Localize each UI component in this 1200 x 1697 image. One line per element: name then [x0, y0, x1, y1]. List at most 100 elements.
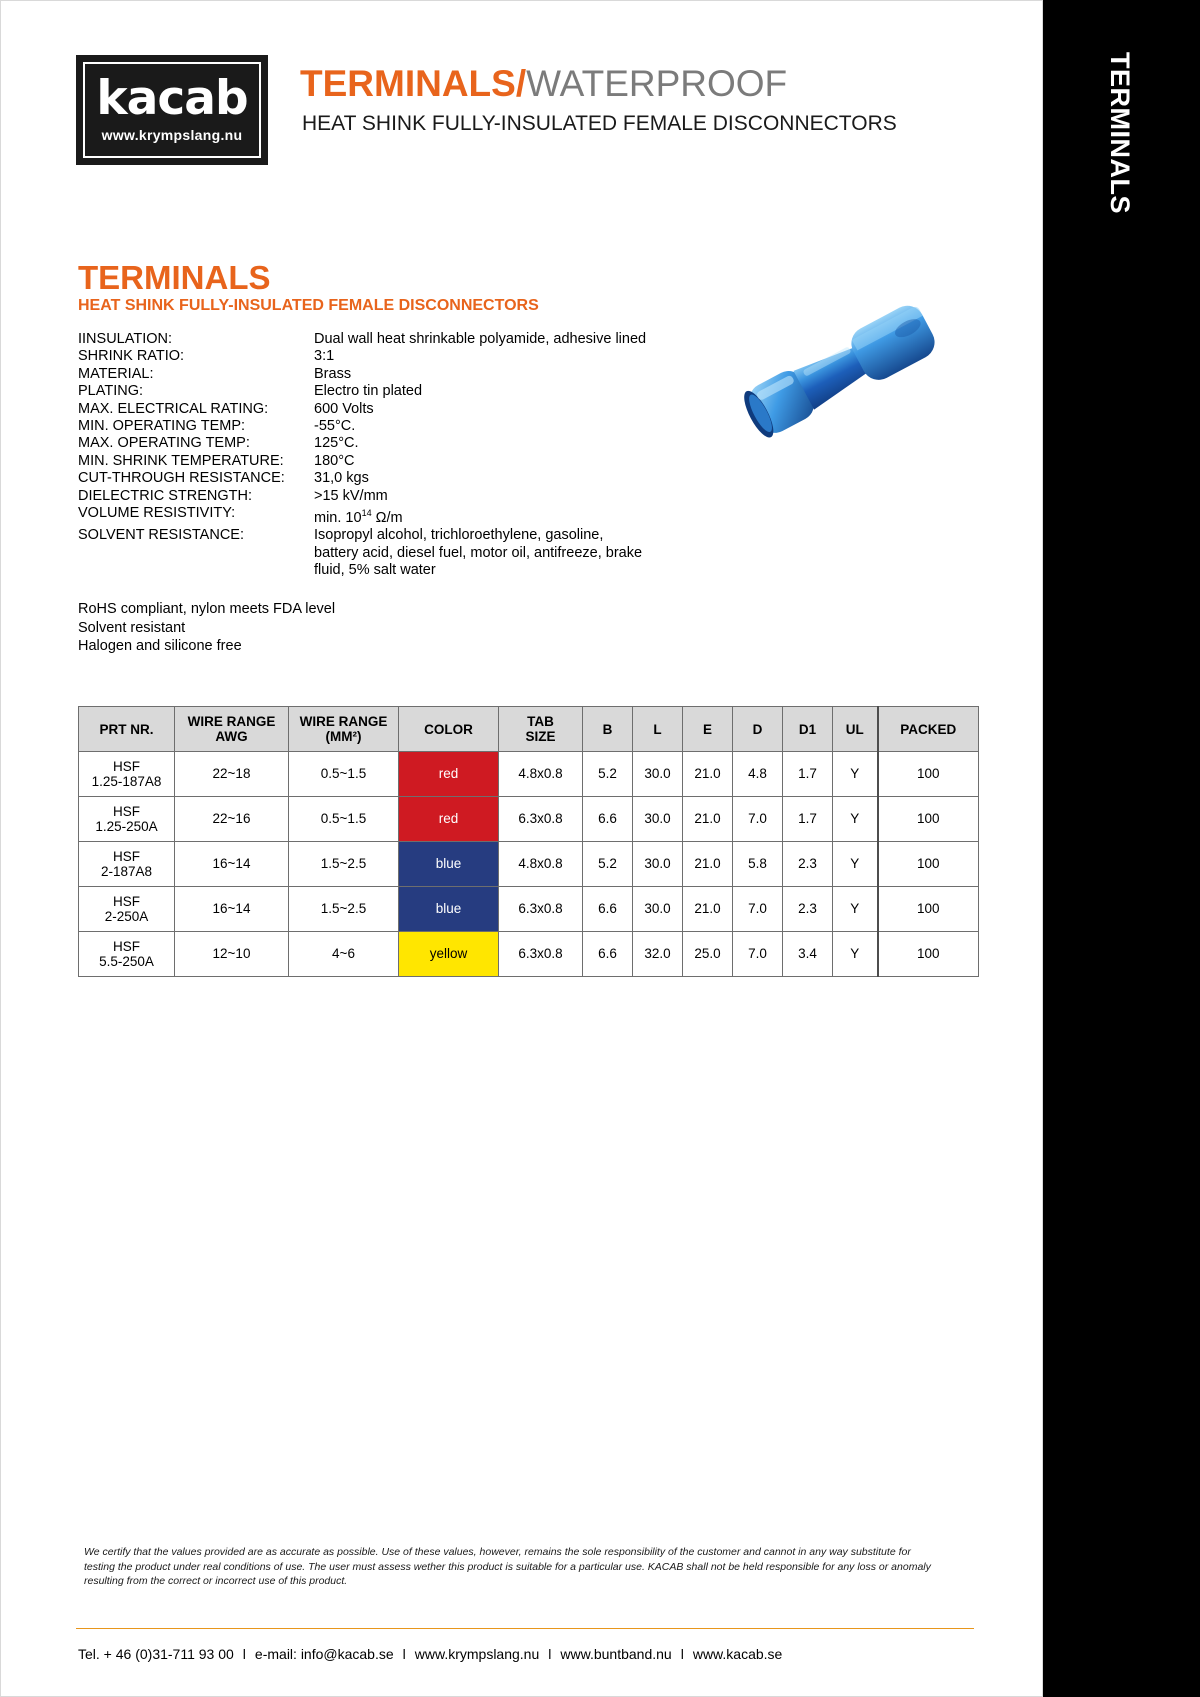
cell-d: 7.0 [732, 931, 783, 977]
header-line-1: PACKED [900, 721, 957, 737]
prt-line-1: HSF [113, 848, 140, 864]
cell-mm2: 0.5~1.5 [288, 751, 399, 797]
header-tab-size: TAB SIZE [498, 706, 583, 752]
spec-row: IINSULATION: Dual wall heat shrinkable po… [78, 331, 646, 348]
footer-separator: l [402, 1646, 406, 1662]
cell-b: 5.2 [582, 751, 633, 797]
footer-separator: l [242, 1646, 246, 1662]
footer-site-buntband[interactable]: www.buntband.nu [560, 1646, 672, 1662]
footer-site-kacab[interactable]: www.kacab.se [692, 1646, 783, 1662]
header-line-1: L [653, 721, 662, 737]
prt-line-2: 5.5-250A [99, 954, 154, 969]
prt-line-2: 1.25-250A [95, 819, 158, 834]
cell-ul: Y [832, 886, 878, 932]
table-row: HSF 5.5-250A 12~10 4~6 yellow 6.3x0.8 6.6… [78, 931, 979, 977]
cell-awg: 22~18 [174, 751, 289, 797]
spec-row: CUT-THROUGH RESISTANCE: 31,0 kgs [78, 470, 646, 487]
cell-prt-nr: HSF 5.5-250A [78, 931, 175, 977]
page-title-secondary: WATERPROOF [526, 63, 788, 104]
cell-mm2: 1.5~2.5 [288, 841, 399, 887]
cell-mm2: 0.5~1.5 [288, 796, 399, 842]
product-image-female-disconnector [744, 305, 935, 438]
header-line-1: COLOR [424, 721, 473, 737]
prt-line-1: HSF [113, 803, 140, 819]
spec-value-exponent: 14 [361, 508, 372, 519]
cell-e: 21.0 [682, 841, 733, 887]
table-header-row: PRT NR. WIRE RANGE AWG WIRE RANGE (MM²) CO… [78, 706, 979, 752]
header-line-1: E [702, 721, 712, 737]
cell-color: yellow [398, 931, 499, 977]
cell-awg: 12~10 [174, 931, 289, 977]
cell-prt-nr: HSF 1.25-187A8 [78, 751, 175, 797]
header-line-2: (MM²) [325, 729, 362, 744]
note-rohs: RoHS compliant, nylon meets FDA level [78, 601, 336, 617]
spec-key: MAX. OPERATING TEMP: [78, 435, 250, 452]
spec-key: MAX. ELECTRICAL RATING: [78, 400, 269, 417]
section-title: TERMINALS [78, 259, 271, 296]
cell-mm2: 1.5~2.5 [288, 886, 399, 932]
spec-row-volume-resistivity: VOLUME RESISTIVITY: min. 1014 Ω/m [78, 505, 646, 527]
cell-tab-size: 4.8x0.8 [498, 841, 583, 887]
cell-color: blue [398, 841, 499, 887]
disclaimer-line-3: resulting from the correct or incorrect … [84, 1575, 348, 1587]
footer-site-krympslang[interactable]: www.krympslang.nu [414, 1646, 540, 1662]
cell-awg: 22~16 [174, 796, 289, 842]
table-row: HSF 1.25-187A8 22~18 0.5~1.5 red 4.8x0.8 … [78, 751, 979, 797]
spec-row: MAX. OPERATING TEMP: 125°C. [78, 435, 646, 452]
cell-ul: Y [832, 796, 878, 842]
table-row: HSF 2-250A 16~14 1.5~2.5 blue 6.3x0.8 6.6… [78, 886, 979, 932]
spec-value-prefix: min. 10 [314, 509, 362, 526]
header-line-1: UL [845, 721, 864, 737]
spec-value: 180°C [314, 452, 355, 469]
cell-prt-nr: HSF 2-187A8 [78, 841, 175, 887]
cell-tab-size: 4.8x0.8 [498, 751, 583, 797]
spec-row: MIN. OPERATING TEMP: -55°C. [78, 418, 646, 435]
spec-value: Electro tin plated [314, 383, 423, 400]
footer-contact-bar: Tel. + 46 (0)31-711 93 00 l e-mail: info@k… [78, 1646, 782, 1662]
spec-key: DIELECTRIC STRENGTH: [78, 487, 253, 504]
cell-tab-size: 6.3x0.8 [498, 931, 583, 977]
header-packed: PACKED [876, 706, 979, 752]
logo-wordmark: kacab [96, 71, 248, 127]
spec-value: min. 1014 Ω/m [314, 505, 646, 527]
spec-value: Brass [314, 365, 352, 382]
page-title-main: TERMINALS [300, 63, 516, 104]
spec-key: VOLUME RESISTIVITY: [78, 505, 236, 522]
prt-line-2: 1.25-187A8 [91, 774, 162, 789]
spec-value: -55°C. [314, 418, 356, 435]
prt-line-1: HSF [113, 758, 140, 774]
spec-key: PLATING: [78, 383, 143, 400]
cell-packed: 100 [876, 841, 979, 887]
prt-line-2: 2-250A [104, 909, 149, 924]
cell-e: 21.0 [682, 751, 733, 797]
cell-d: 7.0 [732, 796, 783, 842]
cell-b: 5.2 [582, 841, 633, 887]
cell-prt-nr: HSF 1.25-250A [78, 796, 175, 842]
spec-row-solvent-resistance: SOLVENT RESISTANCE: Isopropyl alcohol, tr… [78, 527, 646, 544]
header-color: COLOR [398, 706, 499, 752]
cell-tab-size: 6.3x0.8 [498, 796, 583, 842]
cell-color: red [398, 751, 499, 797]
header-prt-nr: PRT NR. [78, 706, 175, 752]
logo-inner-frame: kacab www.krympslang.nu [83, 62, 261, 158]
spec-value: >15 kV/mm [314, 487, 388, 504]
compliance-notes: RoHS compliant, nylon meets FDA level So… [78, 600, 335, 656]
header-line-1: D [752, 721, 763, 737]
header-line-1: D1 [798, 721, 817, 737]
cell-d1: 1.7 [782, 751, 833, 797]
header-line-2: AWG [215, 729, 248, 744]
cell-packed: 100 [876, 931, 979, 977]
spec-key: SHRINK RATIO: [78, 348, 185, 365]
spec-row: PLATING: Electro tin plated [78, 383, 646, 400]
cell-d1: 1.7 [782, 796, 833, 842]
cell-packed: 100 [876, 796, 979, 842]
spec-key: CUT-THROUGH RESISTANCE: [78, 470, 285, 487]
footer-separator: l [680, 1646, 684, 1662]
solvent-line-3: fluid, 5% salt water [314, 562, 436, 579]
cell-packed: 100 [876, 751, 979, 797]
footer-email[interactable]: e-mail: info@kacab.se [254, 1646, 394, 1662]
cell-b: 6.6 [582, 931, 633, 977]
cell-e: 25.0 [682, 931, 733, 977]
header-wire-range-mm2: WIRE RANGE (MM²) [288, 706, 399, 752]
cell-ul: Y [832, 841, 878, 887]
